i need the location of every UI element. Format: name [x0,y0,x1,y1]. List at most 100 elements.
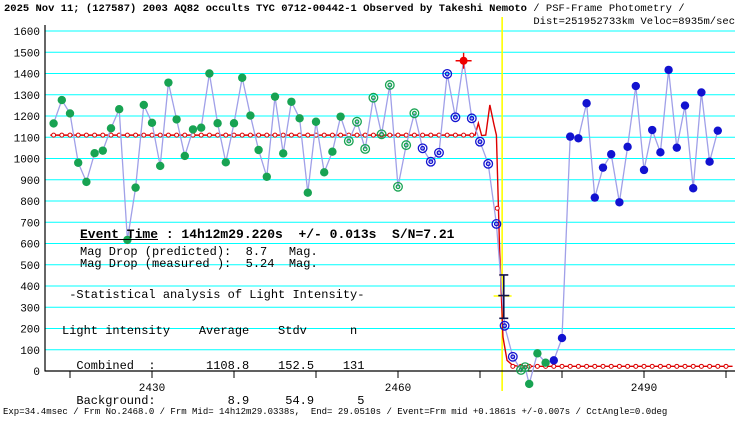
model-point [321,132,327,138]
stats-combined: Combined : 1108.8 152.5 131 [62,358,365,373]
model-point [534,363,540,369]
model-point [51,132,57,138]
data-point-blue [631,81,640,91]
data-point-open-outer [368,92,379,103]
data-point-open-inner [428,159,434,165]
x-axis-label-2430: 2430 [139,383,165,395]
data-point-green [98,146,108,155]
data-point-open-inner [469,115,475,121]
data-point-blue [615,198,624,207]
statistics-block: -Statistical analysis of Light Intensity… [62,267,379,425]
data-point-blue [607,150,616,159]
data-point-green [57,95,66,105]
model-point [641,363,647,369]
data-point-green [180,151,189,161]
y-axis-label-900: 900 [20,176,40,188]
model-point [305,132,311,138]
model-point [133,132,139,138]
model-point [256,132,262,138]
frame-info-statusbar: Exp=34.4msec / Frm No.2468.0 / Frm Mid= … [3,407,668,417]
model-point [616,363,622,369]
model-point [387,132,393,138]
data-point-open-outer [491,218,502,229]
model-point [657,363,663,369]
model-point [280,132,286,138]
data-point-open-outer [483,158,494,169]
data-point-blue [639,165,649,175]
model-point [288,132,294,138]
event-time-value: : 14h12m29.220s +/- 0.013s S/N=7.21 [158,227,455,242]
data-point-green [123,235,132,245]
y-axis-label-200: 200 [20,325,40,337]
data-point-open-inner [522,364,528,370]
model-point [124,132,130,138]
model-point [567,363,573,369]
title-method: / PSF-Frame Photometry / [527,3,685,15]
data-point-open-inner [452,114,458,120]
data-point-green [320,168,329,177]
data-point-blue [648,125,657,135]
data-point-green [221,158,230,167]
model-point [100,132,106,138]
data-point-open-inner [420,145,426,151]
data-point-open-inner [354,119,360,125]
data-point-open-inner [493,221,499,227]
model-point [608,363,614,369]
model-point [92,132,98,138]
data-point-open-inner [379,131,385,137]
model-point [231,132,237,138]
data-point-blue [623,142,632,152]
model-point [707,363,713,369]
data-point-blue [713,126,722,135]
y-axis-label-1400: 1400 [14,70,40,82]
model-point [461,132,467,138]
data-point-open-outer [442,68,453,79]
data-point-blue [672,143,681,152]
data-point-open-inner [477,139,483,145]
y-axis-label-400: 400 [20,282,40,294]
y-axis-label-1100: 1100 [14,133,40,145]
data-point-open-outer [499,320,510,331]
highlighted-data-point [459,56,468,65]
data-point-open-outer [401,140,412,151]
model-point [370,132,376,138]
data-point-green [197,123,206,132]
data-point-green [172,115,181,124]
data-point-blue [705,157,714,166]
y-axis-label-600: 600 [20,240,40,252]
model-point [329,132,335,138]
model-point [625,363,631,369]
stats-columns: Light intensity Average Stdv n [62,323,358,338]
model-point [600,363,606,369]
stats-header: -Statistical analysis of Light Intensity… [62,288,365,303]
model-point [149,132,155,138]
y-axis-label-1300: 1300 [14,91,40,103]
data-point-blue [574,134,583,143]
model-point [551,363,557,369]
data-point-open-inner [436,150,442,156]
data-point-green [229,119,239,128]
data-point-green [287,97,296,106]
data-point-green [295,114,304,123]
data-point-open-inner [346,138,352,144]
model-point [239,132,245,138]
model-point [264,132,270,138]
data-point-green [311,117,321,126]
model-point [510,363,516,369]
data-point-blue [664,65,673,75]
data-point-green [525,379,534,389]
y-axis-label-800: 800 [20,197,40,209]
model-point [649,363,655,369]
model-point [452,132,458,138]
x-axis-label-2490: 2490 [631,383,657,395]
event-time-label: Event Time [80,227,159,242]
model-point [420,132,426,138]
data-point-green [254,145,263,155]
data-point-open-outer [434,147,444,158]
y-axis-label-500: 500 [20,261,40,273]
model-point [559,363,565,369]
data-point-green [164,78,173,87]
model-point [141,132,147,138]
data-point-green [74,158,83,167]
